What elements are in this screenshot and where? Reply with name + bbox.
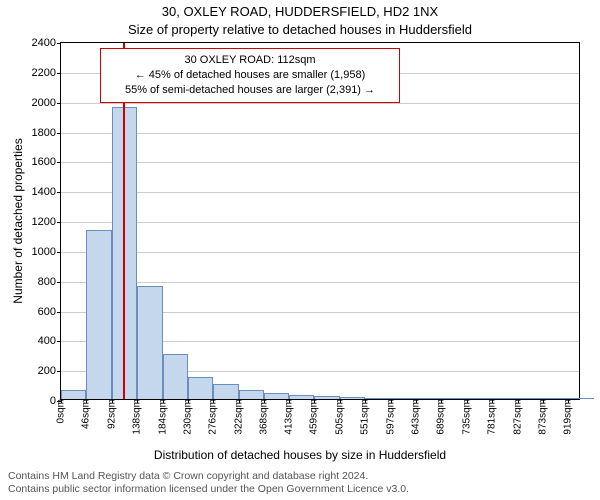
y-tick-label: 1000 <box>32 246 56 258</box>
y-tick-label: 2400 <box>32 37 56 49</box>
grid-line <box>61 252 579 253</box>
annotation-box: 30 OXLEY ROAD: 112sqm← 45% of detached h… <box>100 48 400 103</box>
histogram-bar <box>86 230 111 399</box>
grid-line <box>61 222 579 223</box>
x-tick-label: 689sqm <box>436 399 447 435</box>
grid-line <box>61 133 579 134</box>
y-tick-label: 1400 <box>32 186 56 198</box>
x-axis-label: Distribution of detached houses by size … <box>0 448 600 462</box>
y-tick-label: 2200 <box>32 67 56 79</box>
x-tick-label: 735sqm <box>461 399 472 435</box>
y-tick-label: 600 <box>38 306 56 318</box>
grid-line <box>61 103 579 104</box>
y-tick-mark <box>57 252 61 253</box>
footer-text: Contains HM Land Registry data © Crown c… <box>8 470 409 496</box>
x-tick-label: 276sqm <box>208 399 219 435</box>
y-tick-label: 1200 <box>32 216 56 228</box>
y-tick-label: 2000 <box>32 97 56 109</box>
x-tick-label: 0sqm <box>56 399 67 423</box>
histogram-bar <box>213 384 238 399</box>
annotation-line: 55% of semi-detached houses are larger (… <box>109 83 391 98</box>
x-tick-label: 46sqm <box>81 399 92 429</box>
histogram-bar <box>239 390 264 399</box>
x-tick-label: 827sqm <box>512 399 523 435</box>
y-tick-label: 1800 <box>32 127 56 139</box>
y-tick-mark <box>57 341 61 342</box>
grid-line <box>61 282 579 283</box>
y-tick-mark <box>57 162 61 163</box>
y-tick-mark <box>57 192 61 193</box>
footer-line-1: Contains HM Land Registry data © Crown c… <box>8 470 409 483</box>
y-tick-label: 400 <box>38 335 56 347</box>
y-tick-mark <box>57 73 61 74</box>
x-tick-label: 459sqm <box>309 399 320 435</box>
y-axis-label: Number of detached properties <box>11 138 25 303</box>
x-tick-label: 873sqm <box>537 399 548 435</box>
x-tick-label: 184sqm <box>157 399 168 435</box>
chart-container: 30, OXLEY ROAD, HUDDERSFIELD, HD2 1NX Si… <box>0 0 600 500</box>
x-tick-label: 781sqm <box>487 399 498 435</box>
footer-line-2: Contains public sector information licen… <box>8 483 409 496</box>
histogram-bar <box>188 377 213 399</box>
histogram-bar <box>137 286 162 399</box>
histogram-bar <box>163 354 188 399</box>
grid-line <box>61 162 579 163</box>
x-tick-label: 643sqm <box>410 399 421 435</box>
x-tick-label: 92sqm <box>106 399 117 429</box>
y-tick-label: 200 <box>38 365 56 377</box>
y-tick-label: 800 <box>38 276 56 288</box>
y-tick-mark <box>57 282 61 283</box>
y-tick-mark <box>57 43 61 44</box>
x-tick-label: 230sqm <box>182 399 193 435</box>
grid-line <box>61 192 579 193</box>
chart-title: Size of property relative to detached ho… <box>0 22 600 37</box>
y-tick-mark <box>57 222 61 223</box>
x-tick-label: 322sqm <box>233 399 244 435</box>
y-tick-mark <box>57 103 61 104</box>
x-tick-label: 413sqm <box>283 399 294 435</box>
x-tick-label: 551sqm <box>360 399 371 435</box>
y-tick-label: 1600 <box>32 156 56 168</box>
x-tick-label: 505sqm <box>334 399 345 435</box>
histogram-bar <box>61 390 86 399</box>
annotation-line: 30 OXLEY ROAD: 112sqm <box>109 53 391 68</box>
y-tick-mark <box>57 312 61 313</box>
y-tick-mark <box>57 133 61 134</box>
x-tick-label: 138sqm <box>132 399 143 435</box>
chart-supertitle: 30, OXLEY ROAD, HUDDERSFIELD, HD2 1NX <box>0 4 600 19</box>
x-tick-label: 368sqm <box>259 399 270 435</box>
annotation-line: ← 45% of detached houses are smaller (1,… <box>109 68 391 83</box>
x-tick-label: 597sqm <box>385 399 396 435</box>
x-tick-label: 919sqm <box>563 399 574 435</box>
y-tick-mark <box>57 371 61 372</box>
